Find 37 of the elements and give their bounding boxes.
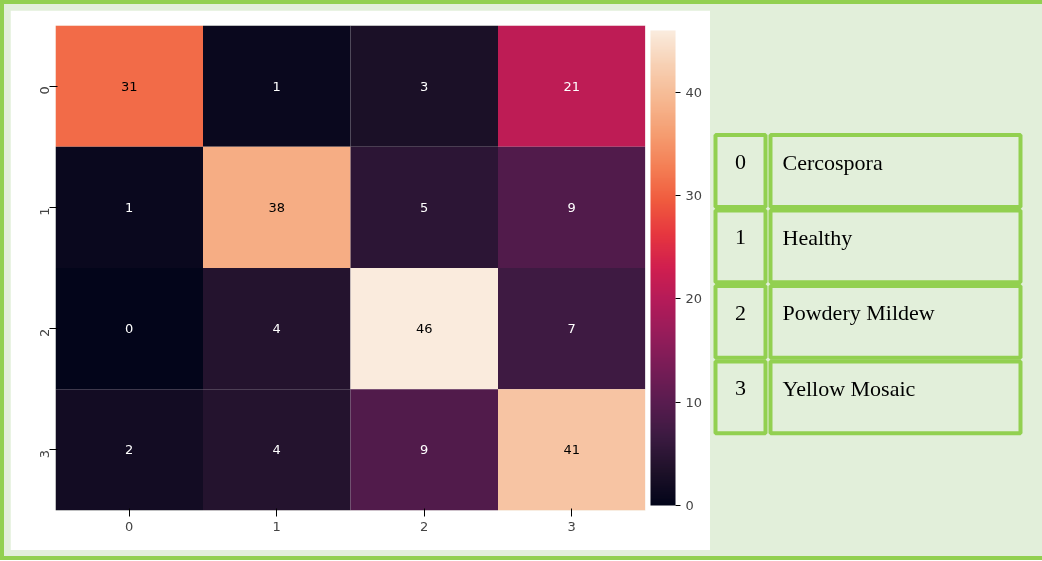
text: Yellow Mosaic [782,375,916,401]
text: Cercospora [782,149,883,175]
data-label: 9 [567,199,576,215]
y-tick-label: 0 [37,86,52,95]
x-tick-label: 3 [567,518,576,534]
data-label: 21 [563,78,581,94]
data-label: 1 [125,199,134,215]
x-tick-label: 1 [272,518,281,534]
data-label: 41 [563,442,581,458]
text: 3 [735,375,746,401]
color-bar-label: 10 [685,394,703,410]
color-bar-label: 30 [685,188,703,204]
y-tick-label: 1 [37,207,52,216]
data-label: 2 [125,442,134,458]
x-tick-label: 2 [420,518,429,534]
data-label: 1 [272,78,281,94]
data-label: 31 [120,78,138,94]
data-label: 3 [420,78,429,94]
data-label: 4 [272,321,281,337]
y-tick-label: 3 [37,449,52,459]
color-bar-label: 0 [685,498,694,513]
data-label: 7 [567,321,576,337]
x-tick-label: 0 [125,518,134,534]
text: 1 [735,224,746,250]
data-label: 0 [125,321,134,337]
data-label: 46 [415,321,433,337]
color-bar-label: 40 [685,84,703,100]
color-bar-label: 20 [685,291,703,307]
data-label: 5 [420,199,429,215]
text: 0 [735,149,746,175]
text: Powdery Mildew [782,300,935,326]
text: Healthy [782,224,853,250]
text: 2 [735,299,746,325]
data-label: 4 [272,442,281,458]
data-label: 38 [268,199,286,215]
data-label: 9 [420,442,429,458]
y-tick-label: 2 [37,328,52,337]
